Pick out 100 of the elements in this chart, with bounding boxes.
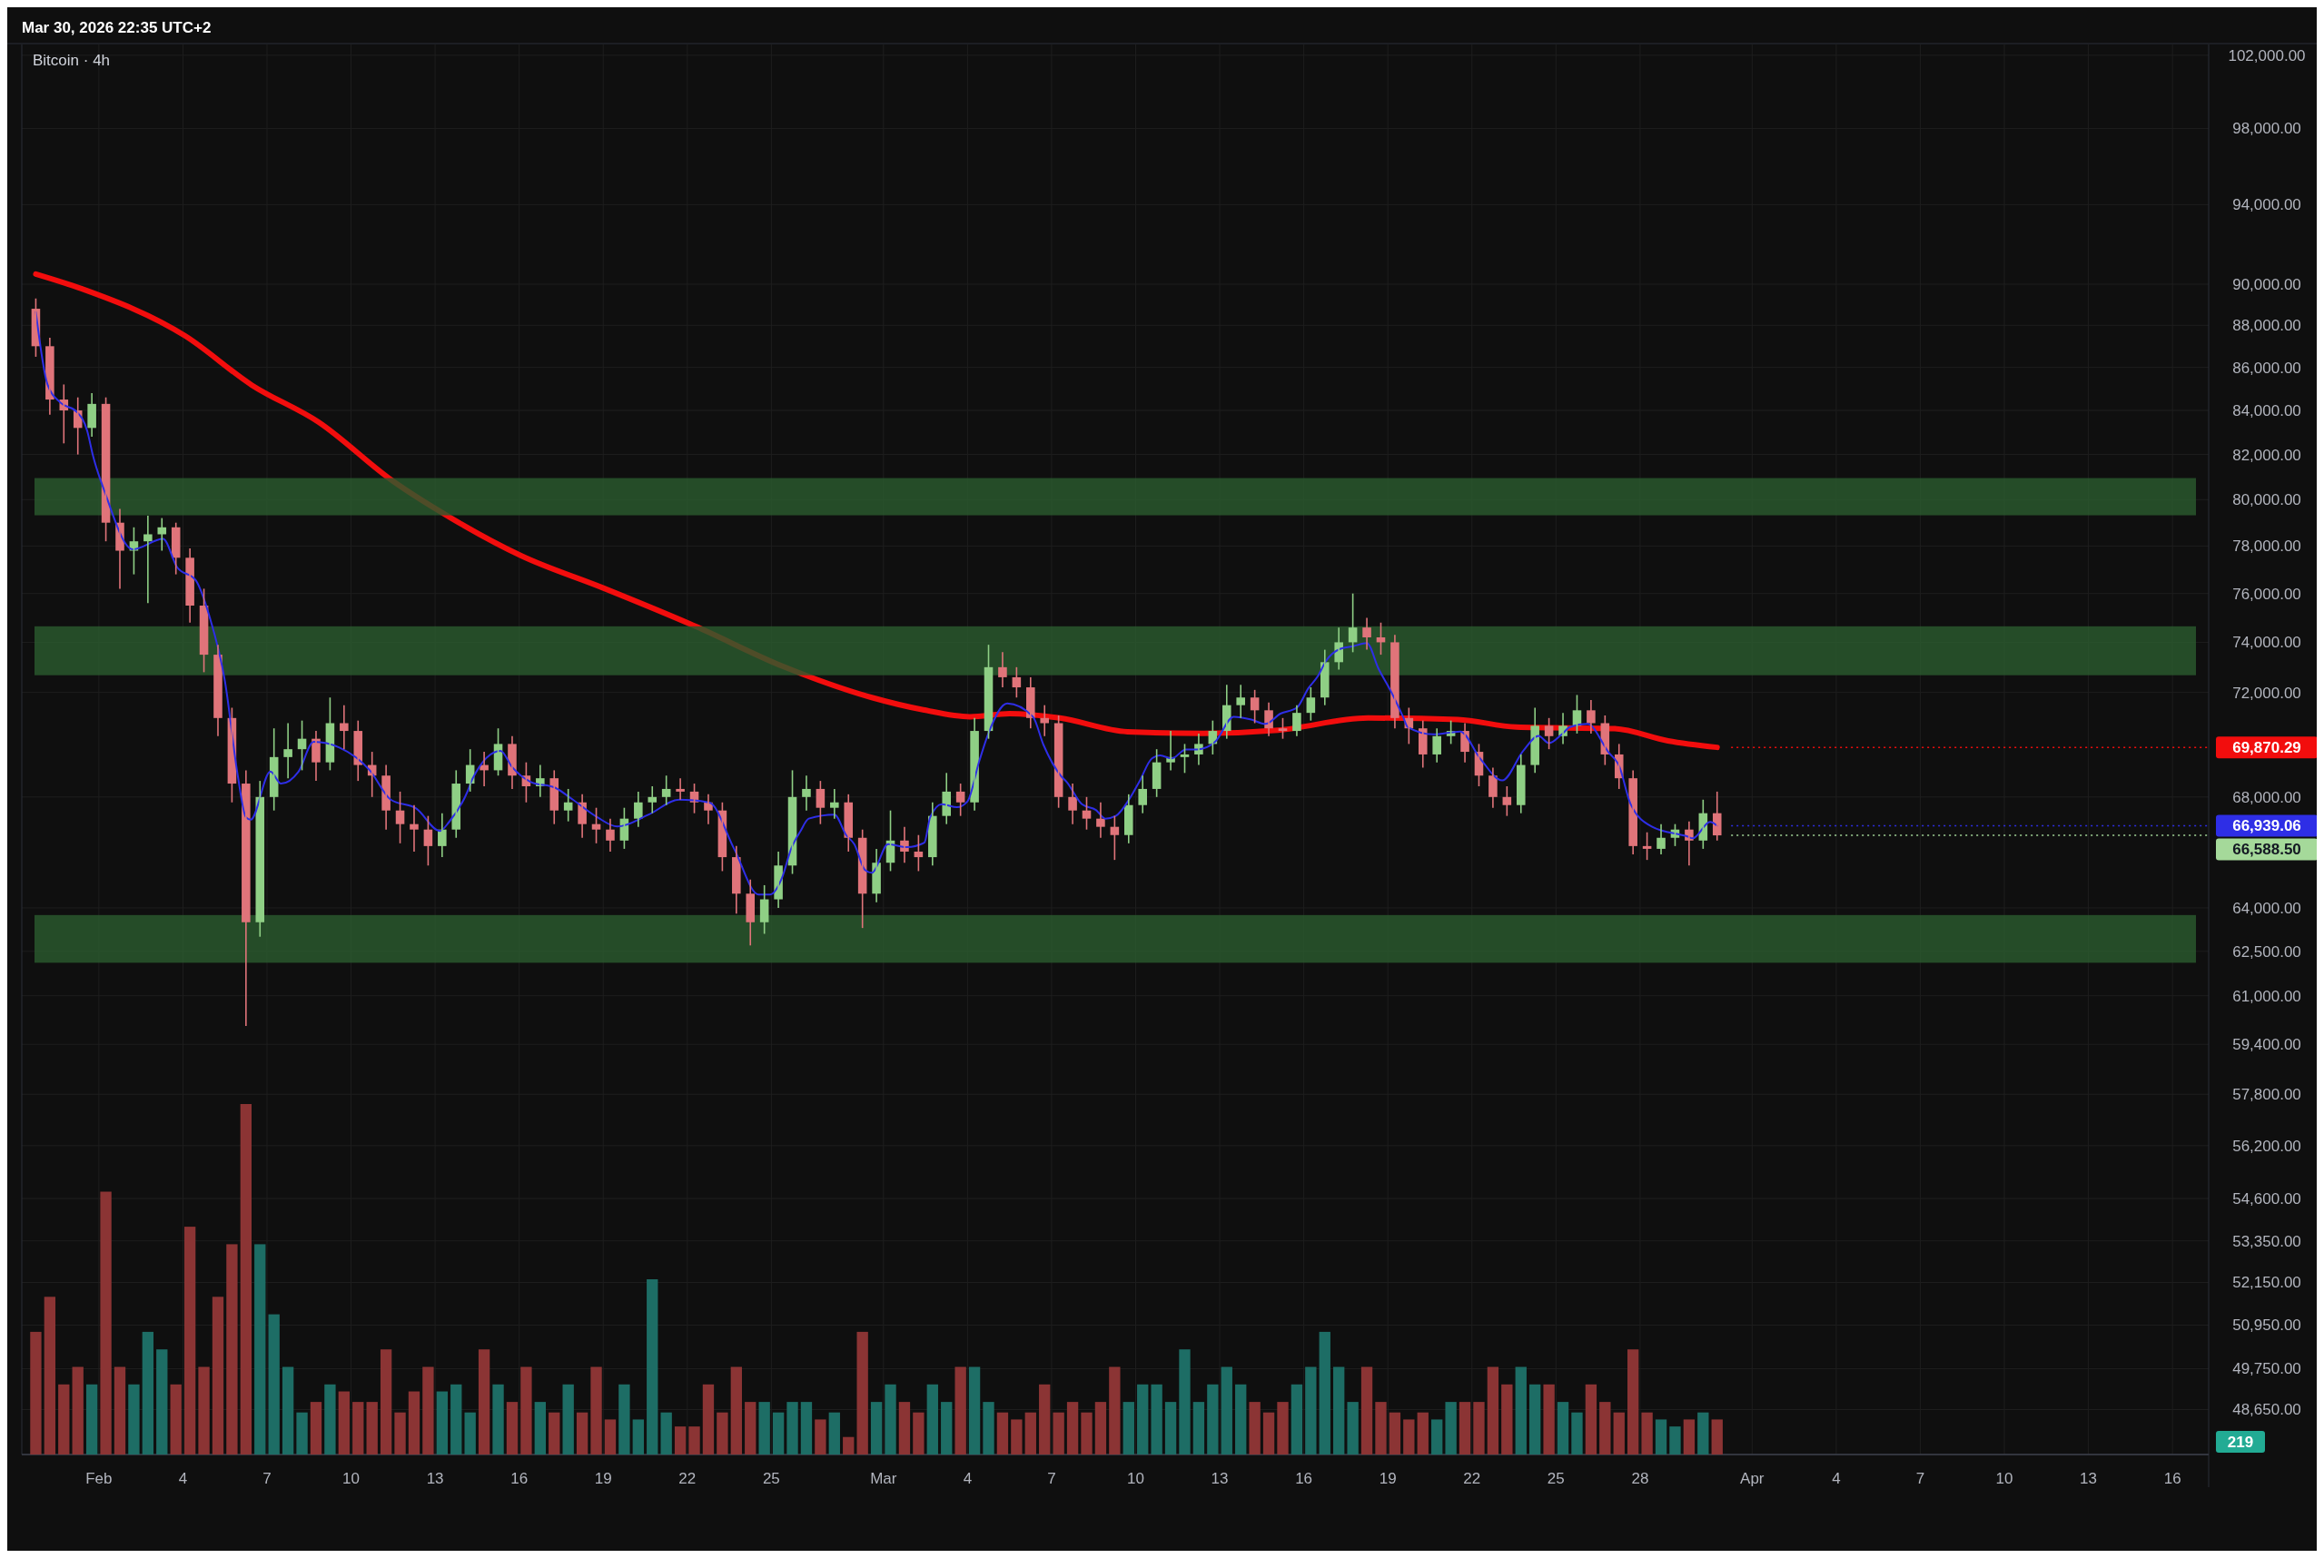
bar bbox=[1599, 1402, 1611, 1455]
bar bbox=[1053, 1412, 1064, 1455]
bar bbox=[464, 1412, 476, 1455]
bar bbox=[1641, 1412, 1653, 1455]
bar bbox=[758, 1402, 770, 1455]
bar bbox=[100, 1191, 112, 1455]
y-tick-label: 78,000.00 bbox=[2232, 537, 2301, 556]
bar bbox=[800, 1402, 813, 1455]
bar bbox=[380, 1349, 392, 1455]
x-tick-label: 10 bbox=[1995, 1469, 2013, 1487]
bar bbox=[1669, 1426, 1681, 1455]
bar bbox=[1557, 1402, 1569, 1455]
bar bbox=[885, 1384, 896, 1455]
bar bbox=[1543, 1384, 1555, 1455]
ref-line-label: 69,870.29 bbox=[2232, 739, 2301, 757]
bar bbox=[1515, 1366, 1527, 1455]
bar bbox=[450, 1384, 462, 1455]
chart-subtitle: Mar 30, 2026 22:35 UTC+2 bbox=[22, 19, 212, 36]
x-tick-label: 10 bbox=[342, 1469, 361, 1487]
bar bbox=[1711, 1419, 1723, 1455]
bar bbox=[422, 1366, 434, 1455]
y-tick-label: 50,950.00 bbox=[2232, 1317, 2301, 1335]
bar bbox=[408, 1391, 420, 1455]
x-tick-label: 25 bbox=[762, 1469, 780, 1487]
bar bbox=[44, 1297, 56, 1455]
bar bbox=[562, 1384, 574, 1455]
bar bbox=[660, 1412, 672, 1455]
x-tick-label: 4 bbox=[178, 1469, 188, 1487]
y-tick-label: 54,600.00 bbox=[2232, 1189, 2301, 1208]
y-tick-label: 64,000.00 bbox=[2232, 899, 2301, 917]
bar bbox=[870, 1402, 883, 1455]
bar bbox=[506, 1402, 519, 1455]
text: Bitcoin · 4h bbox=[33, 52, 111, 69]
x-tick-label: 13 bbox=[1211, 1469, 1229, 1487]
bar bbox=[926, 1384, 938, 1455]
x-tick-label: 7 bbox=[1915, 1469, 1925, 1487]
bar bbox=[58, 1384, 70, 1455]
bar bbox=[618, 1384, 630, 1455]
bar bbox=[1094, 1402, 1107, 1455]
bar bbox=[366, 1402, 378, 1455]
bar bbox=[1487, 1366, 1499, 1455]
x-tick-label: 28 bbox=[1631, 1469, 1649, 1487]
bar bbox=[310, 1402, 322, 1455]
x-tick-label: Mar bbox=[870, 1469, 897, 1487]
text: 219 bbox=[2227, 1433, 2254, 1451]
bar bbox=[394, 1412, 406, 1455]
bar bbox=[717, 1412, 728, 1455]
bar bbox=[996, 1412, 1009, 1455]
bar bbox=[1164, 1402, 1177, 1455]
bar bbox=[1207, 1384, 1219, 1455]
bar bbox=[282, 1366, 294, 1455]
bar bbox=[1431, 1419, 1443, 1455]
bar bbox=[1375, 1402, 1387, 1455]
bar bbox=[198, 1366, 210, 1455]
x-tick-label: 16 bbox=[2163, 1469, 2181, 1487]
bar bbox=[1024, 1412, 1036, 1455]
bar bbox=[674, 1426, 687, 1455]
bar bbox=[1445, 1402, 1457, 1455]
y-tick-label: 48,650.00 bbox=[2232, 1401, 2301, 1419]
bar bbox=[983, 1402, 994, 1455]
bar bbox=[1235, 1384, 1247, 1455]
bar bbox=[296, 1412, 308, 1455]
bar bbox=[1305, 1366, 1317, 1455]
x-tick-label: 25 bbox=[1547, 1469, 1565, 1487]
bar bbox=[1081, 1412, 1093, 1455]
bar bbox=[72, 1366, 84, 1455]
y-tick-label: 62,500.00 bbox=[2232, 942, 2301, 961]
bar bbox=[772, 1412, 785, 1455]
x-tick-label: 22 bbox=[678, 1469, 697, 1487]
ref-line-label: 66,939.06 bbox=[2232, 817, 2301, 835]
y-tick-label: 59,400.00 bbox=[2232, 1036, 2301, 1054]
bar bbox=[1627, 1349, 1639, 1455]
bar bbox=[815, 1419, 826, 1455]
bar bbox=[898, 1402, 911, 1455]
bar bbox=[843, 1436, 855, 1455]
bar bbox=[1697, 1412, 1709, 1455]
bar bbox=[436, 1391, 448, 1455]
bar bbox=[1529, 1384, 1541, 1455]
x-tick-label: 7 bbox=[1047, 1469, 1056, 1487]
bar bbox=[590, 1366, 602, 1455]
bar bbox=[702, 1384, 715, 1455]
x-tick-label: 7 bbox=[262, 1469, 272, 1487]
bar bbox=[856, 1331, 868, 1455]
bar bbox=[534, 1402, 546, 1455]
bar bbox=[324, 1384, 336, 1455]
y-tick-label: 72,000.00 bbox=[2232, 684, 2301, 702]
bar bbox=[1291, 1384, 1303, 1455]
y-tick-label: 57,800.00 bbox=[2232, 1086, 2301, 1104]
bar bbox=[268, 1314, 280, 1455]
bar bbox=[1459, 1402, 1471, 1455]
bar bbox=[647, 1279, 658, 1455]
bar bbox=[730, 1366, 742, 1455]
bar bbox=[828, 1412, 840, 1455]
y-tick-label: 68,000.00 bbox=[2232, 788, 2301, 806]
bar bbox=[941, 1402, 953, 1455]
bar bbox=[1319, 1331, 1330, 1455]
bar bbox=[1249, 1402, 1261, 1455]
y-tick-label: 56,200.00 bbox=[2232, 1137, 2301, 1155]
bar bbox=[1333, 1366, 1345, 1455]
x-tick-label: Apr bbox=[1740, 1469, 1765, 1487]
